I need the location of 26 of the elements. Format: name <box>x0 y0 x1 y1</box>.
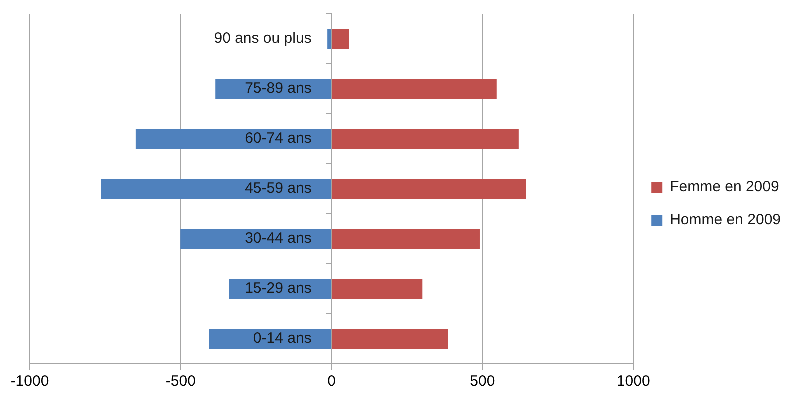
bar <box>328 29 332 49</box>
y-tick-label: 0-14 ans <box>253 330 312 348</box>
bar <box>332 129 519 149</box>
y-tick-label: 30-44 ans <box>245 230 312 248</box>
x-tick-label: -1000 <box>10 373 50 390</box>
y-tick-label: 60-74 ans <box>245 130 312 148</box>
y-tick-label: 45-59 ans <box>245 180 312 198</box>
bar <box>332 79 497 99</box>
bar <box>332 29 350 49</box>
bar <box>180 229 332 249</box>
y-tick-label: 90 ans ou plus <box>214 30 312 48</box>
bar <box>101 179 332 199</box>
bar <box>332 329 448 349</box>
bar <box>209 329 332 349</box>
x-tick-label: 0 <box>328 373 336 390</box>
bar <box>136 129 332 149</box>
x-tick-label: 1000 <box>616 373 650 390</box>
y-tick-label: 75-89 ans <box>245 80 312 98</box>
x-tick-label: -500 <box>166 373 196 390</box>
x-tick-label: 500 <box>470 373 496 390</box>
bar <box>332 179 526 199</box>
y-tick-label: 15-29 ans <box>245 280 312 298</box>
legend-label: Homme en 2009 <box>670 212 782 229</box>
bar <box>332 279 423 299</box>
bar <box>332 229 480 249</box>
legend-label: Femme en 2009 <box>670 178 780 196</box>
